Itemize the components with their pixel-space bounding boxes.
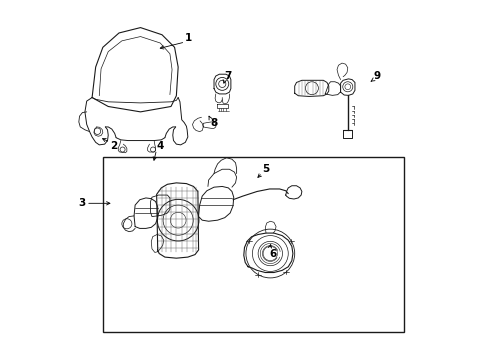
Text: 8: 8 xyxy=(210,118,217,128)
Bar xyxy=(102,157,403,332)
Text: 1: 1 xyxy=(185,33,192,43)
Text: 6: 6 xyxy=(269,248,276,258)
Text: 7: 7 xyxy=(224,71,232,81)
Text: 5: 5 xyxy=(262,164,269,174)
Text: 2: 2 xyxy=(110,141,117,151)
Text: 4: 4 xyxy=(156,141,163,151)
Text: 9: 9 xyxy=(373,71,380,81)
Text: 3: 3 xyxy=(79,198,86,208)
